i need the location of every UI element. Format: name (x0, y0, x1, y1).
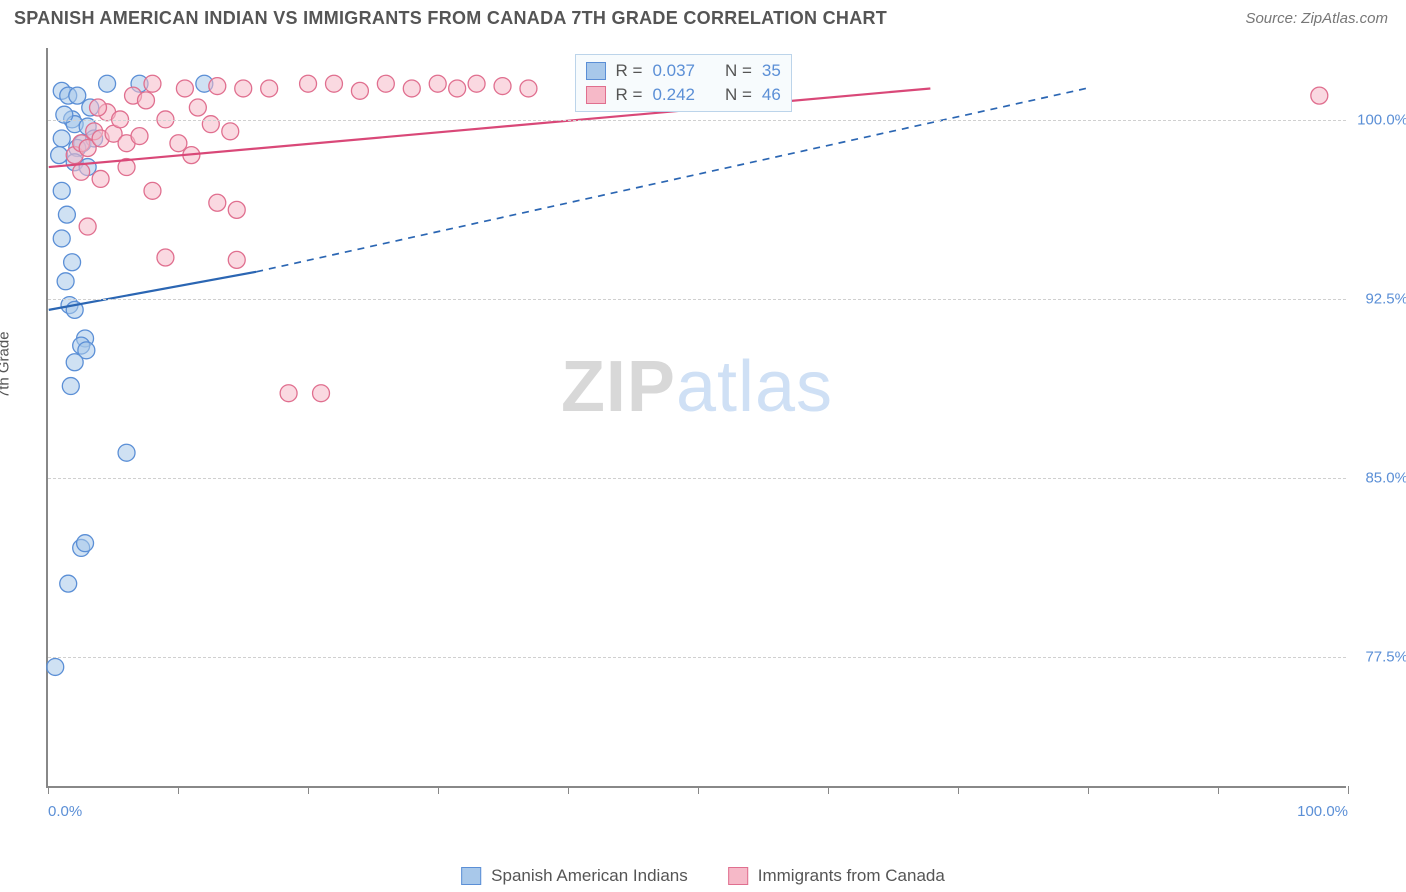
data-point-sai (118, 444, 135, 461)
n-label: N = (725, 61, 752, 81)
data-point-sai (53, 182, 70, 199)
data-point-canada (138, 92, 155, 109)
chart-header: SPANISH AMERICAN INDIAN VS IMMIGRANTS FR… (0, 0, 1406, 33)
x-tick (1218, 786, 1219, 794)
data-point-canada (351, 82, 368, 99)
plot-region: ZIPatlas R = 0.037N = 35R = 0.242N = 46 … (46, 48, 1346, 788)
x-tick (1088, 786, 1089, 794)
r-value: 0.242 (652, 85, 695, 105)
data-point-sai (99, 75, 116, 92)
data-point-canada (90, 99, 107, 116)
data-point-canada (520, 80, 537, 97)
data-point-canada (261, 80, 278, 97)
data-point-canada (403, 80, 420, 97)
gridline-h (48, 657, 1346, 658)
data-point-canada (228, 201, 245, 218)
x-tick (1348, 786, 1349, 794)
gridline-h (48, 120, 1346, 121)
legend-swatch (461, 867, 481, 885)
legend-row-sai: R = 0.037 N = 35 (586, 59, 781, 83)
data-point-sai (62, 378, 79, 395)
data-point-canada (222, 123, 239, 140)
x-tick (308, 786, 309, 794)
r-label: R = (616, 61, 643, 81)
data-point-canada (280, 385, 297, 402)
x-tick (698, 786, 699, 794)
data-point-canada (235, 80, 252, 97)
trend-line-sai (49, 272, 256, 310)
legend-label: Immigrants from Canada (758, 866, 945, 886)
n-label: N = (725, 85, 752, 105)
gridline-h (48, 299, 1346, 300)
chart-title: SPANISH AMERICAN INDIAN VS IMMIGRANTS FR… (14, 8, 887, 29)
legend-item-sai: Spanish American Indians (461, 866, 688, 886)
data-point-sai (64, 254, 81, 271)
x-tick-label: 100.0% (1297, 803, 1348, 820)
data-point-canada (468, 75, 485, 92)
x-tick (178, 786, 179, 794)
x-tick (48, 786, 49, 794)
y-axis-label: 7th Grade (0, 331, 13, 398)
trend-line-dashed-sai (256, 88, 1086, 271)
data-point-sai (60, 575, 77, 592)
data-point-sai (53, 230, 70, 247)
legend-swatch (586, 86, 606, 104)
data-point-canada (449, 80, 466, 97)
data-point-canada (189, 99, 206, 116)
data-point-canada (326, 75, 343, 92)
data-point-sai (51, 147, 68, 164)
chart-area: 7th Grade ZIPatlas R = 0.037N = 35R = 0.… (14, 38, 1392, 808)
data-point-canada (429, 75, 446, 92)
x-tick (568, 786, 569, 794)
data-point-canada (131, 128, 148, 145)
data-point-canada (144, 75, 161, 92)
data-point-canada (209, 78, 226, 95)
data-point-canada (228, 251, 245, 268)
data-point-canada (92, 170, 109, 187)
legend-swatch (728, 867, 748, 885)
r-value: 0.037 (652, 61, 695, 81)
trend-line-canada (49, 88, 931, 167)
data-point-sai (58, 206, 75, 223)
x-tick-label: 0.0% (48, 803, 82, 820)
data-point-canada (73, 163, 90, 180)
legend-label: Spanish American Indians (491, 866, 688, 886)
data-point-canada (144, 182, 161, 199)
gridline-h (48, 478, 1346, 479)
data-point-canada (1311, 87, 1328, 104)
n-value: 35 (762, 61, 781, 81)
data-point-canada (202, 116, 219, 133)
x-tick (828, 786, 829, 794)
x-tick (438, 786, 439, 794)
legend-swatch (586, 62, 606, 80)
series-legend: Spanish American Indians Immigrants from … (461, 866, 945, 886)
data-point-canada (494, 78, 511, 95)
data-point-canada (170, 135, 187, 152)
y-tick-label: 85.0% (1365, 469, 1406, 486)
data-point-canada (209, 194, 226, 211)
legend-item-canada: Immigrants from Canada (728, 866, 945, 886)
correlation-legend: R = 0.037 N = 35 R = 0.242 N = 46 (575, 54, 792, 112)
x-tick (958, 786, 959, 794)
data-point-sai (66, 354, 83, 371)
data-point-canada (176, 80, 193, 97)
n-value: 46 (762, 85, 781, 105)
data-point-canada (377, 75, 394, 92)
legend-row-canada: R = 0.242 N = 46 (586, 83, 781, 107)
data-point-canada (79, 218, 96, 235)
chart-source: Source: ZipAtlas.com (1245, 10, 1388, 27)
data-point-sai (69, 87, 86, 104)
data-point-sai (53, 130, 70, 147)
y-tick-label: 77.5% (1365, 648, 1406, 665)
data-point-canada (313, 385, 330, 402)
data-point-canada (300, 75, 317, 92)
data-point-canada (157, 249, 174, 266)
plot-svg (48, 48, 1346, 786)
y-tick-label: 100.0% (1357, 111, 1406, 128)
data-point-sai (47, 658, 64, 675)
y-tick-label: 92.5% (1365, 290, 1406, 307)
data-point-sai (77, 535, 94, 552)
data-point-sai (57, 273, 74, 290)
r-label: R = (616, 85, 643, 105)
